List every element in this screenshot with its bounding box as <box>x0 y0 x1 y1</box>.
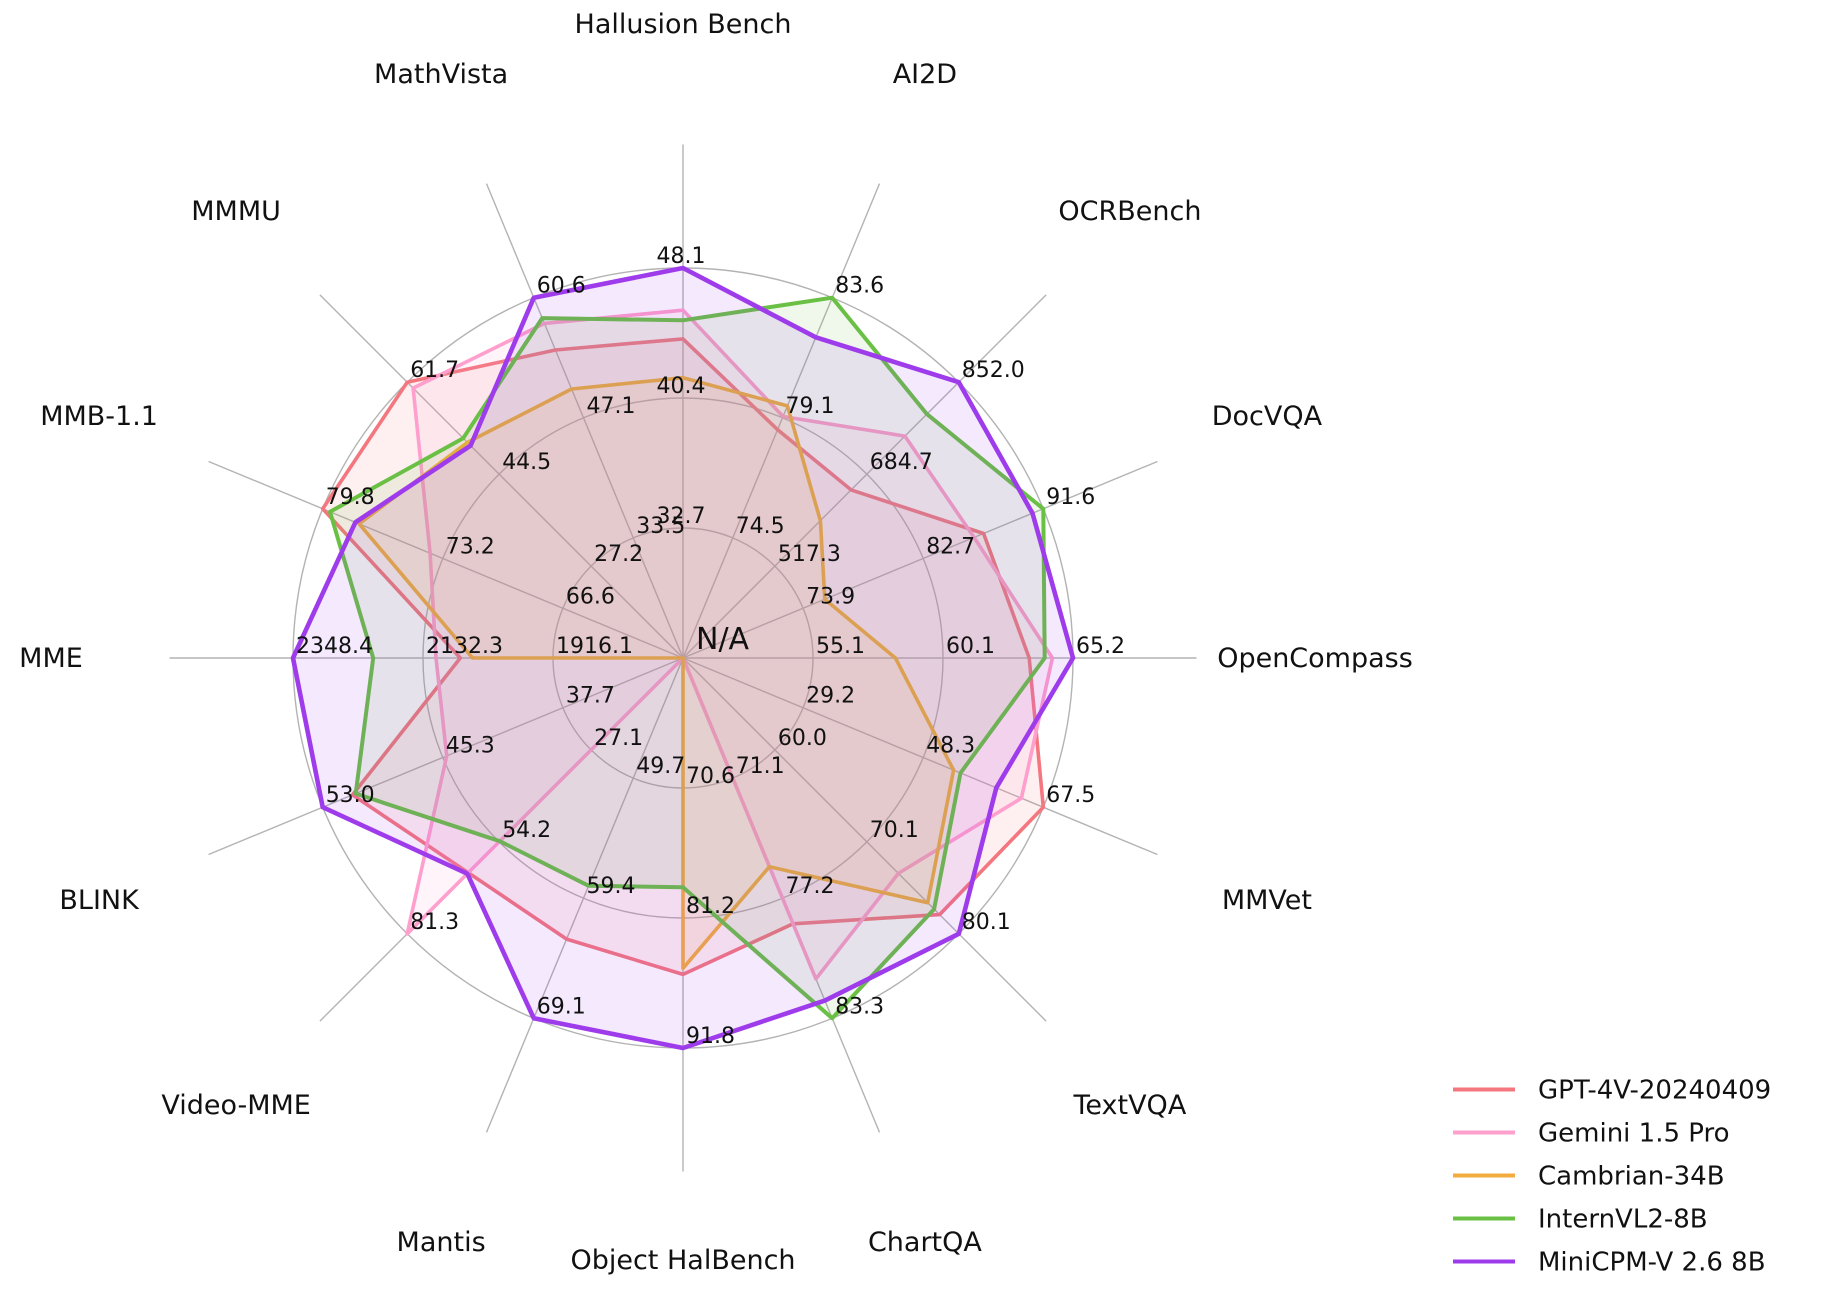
series-polygon-gemini-1-5-pro <box>405 308 1055 981</box>
grid-spoke <box>485 657 684 1133</box>
grid-spoke <box>682 294 1047 659</box>
ring-label: 27.2 <box>594 542 643 567</box>
axis-label-blink: BLINK <box>59 885 140 916</box>
ring-label: 69.1 <box>537 994 586 1019</box>
ring-label: 29.2 <box>806 684 855 709</box>
legend-label-gpt-4v-20240409: GPT-4V-20240409 <box>1538 1076 1771 1106</box>
ring-label: 37.7 <box>566 684 615 709</box>
ring-label: 83.6 <box>835 274 884 299</box>
axis-label-opencompass: OpenCompass <box>1217 643 1413 674</box>
ring-label: 48.3 <box>926 734 975 759</box>
axis-label-object-halbench: Object HalBench <box>570 1245 795 1276</box>
ring-label: 45.3 <box>446 734 495 759</box>
axis-label-mmb-1-1: MMB-1.1 <box>40 401 158 432</box>
ring-label: 53.0 <box>326 783 375 808</box>
legend-label-internvl2-8b: InternVL2-8B <box>1538 1205 1708 1235</box>
ring-label: 80.1 <box>962 910 1011 935</box>
ring-label: 71.1 <box>736 754 785 779</box>
ring-label: 60.0 <box>778 726 827 751</box>
ring-label: 54.2 <box>502 818 551 843</box>
axis-label-ai2d: AI2D <box>893 59 957 90</box>
ring-label: 44.5 <box>502 450 551 475</box>
axis-label-mathvista: MathVista <box>374 59 508 90</box>
grid-spoke <box>682 657 1158 856</box>
axis-label-mme: MME <box>19 643 83 674</box>
grid-spoke <box>319 294 684 659</box>
ring-label: 49.7 <box>636 754 685 779</box>
axis-label-hallusion-bench: Hallusion Bench <box>575 9 792 40</box>
ring-label: 27.1 <box>594 726 643 751</box>
ring-label: 2132.3 <box>426 634 503 659</box>
ring-label: 61.7 <box>410 358 459 383</box>
ring-label: 83.3 <box>835 994 884 1019</box>
ring-label: 40.4 <box>657 374 706 399</box>
ring-label: 47.1 <box>587 394 636 419</box>
axis-label-docvqa: DocVQA <box>1212 401 1323 432</box>
ring-label: 60.6 <box>537 274 586 299</box>
legend-label-cambrian-34b: Cambrian-34B <box>1538 1162 1725 1192</box>
grid-spoke <box>208 460 684 659</box>
ring-label: 48.1 <box>657 244 706 269</box>
ring-label: 32.7 <box>657 504 706 529</box>
series-polygon-minicpm-v-2-6-8b <box>290 265 1076 1051</box>
axis-label-mmmu: MMMU <box>191 196 281 227</box>
ring-label: 91.8 <box>686 1024 735 1049</box>
ring-label: 79.8 <box>326 485 375 510</box>
ring-label: 74.5 <box>736 514 785 539</box>
ring-label: 33.5 <box>636 514 685 539</box>
ring-label: 81.3 <box>410 910 459 935</box>
ring-label: 77.2 <box>786 874 835 899</box>
axis-label-textvqa: TextVQA <box>1072 1090 1186 1121</box>
ring-label: 55.1 <box>816 634 865 659</box>
legend-label-minicpm-v-2-6-8b: MiniCPM-V 2.6 8B <box>1538 1248 1766 1278</box>
grid-spoke <box>682 460 1158 659</box>
axis-label-mantis: Mantis <box>397 1227 486 1258</box>
ring-label: 59.4 <box>587 874 636 899</box>
grid-spoke <box>682 657 1047 1022</box>
legend-label-gemini-1-5-pro: Gemini 1.5 Pro <box>1538 1119 1730 1149</box>
axis-label-ocrbench: OCRBench <box>1058 196 1201 227</box>
ring-label: 2348.4 <box>296 634 373 659</box>
ring-label: 1916.1 <box>556 634 633 659</box>
ring-label: 517.3 <box>778 542 841 567</box>
ring-label: 91.6 <box>1046 485 1095 510</box>
ring-label: 60.1 <box>946 634 995 659</box>
ring-label: 65.2 <box>1076 634 1125 659</box>
series-polygon-internvl2-8b <box>328 295 1047 1021</box>
ring-label: 684.7 <box>870 450 933 475</box>
axis-label-video-mme: Video-MME <box>161 1090 311 1121</box>
ring-label: 81.2 <box>686 894 735 919</box>
axis-label-mmvet: MMVet <box>1222 885 1312 916</box>
grid-spoke <box>485 183 684 659</box>
ring-label: 70.1 <box>870 818 919 843</box>
ring-label: 67.5 <box>1046 783 1095 808</box>
ring-label: 79.1 <box>786 394 835 419</box>
ring-label: 73.2 <box>446 535 495 560</box>
ring-label: 73.9 <box>806 584 855 609</box>
grid-spoke <box>682 183 881 659</box>
center-na-label: N/A <box>696 622 750 657</box>
ring-label: 70.6 <box>686 764 735 789</box>
ring-label: 66.6 <box>566 584 615 609</box>
axis-label-chartqa: ChartQA <box>868 1227 982 1258</box>
ring-label: 852.0 <box>962 358 1025 383</box>
ring-label: 82.7 <box>926 535 975 560</box>
